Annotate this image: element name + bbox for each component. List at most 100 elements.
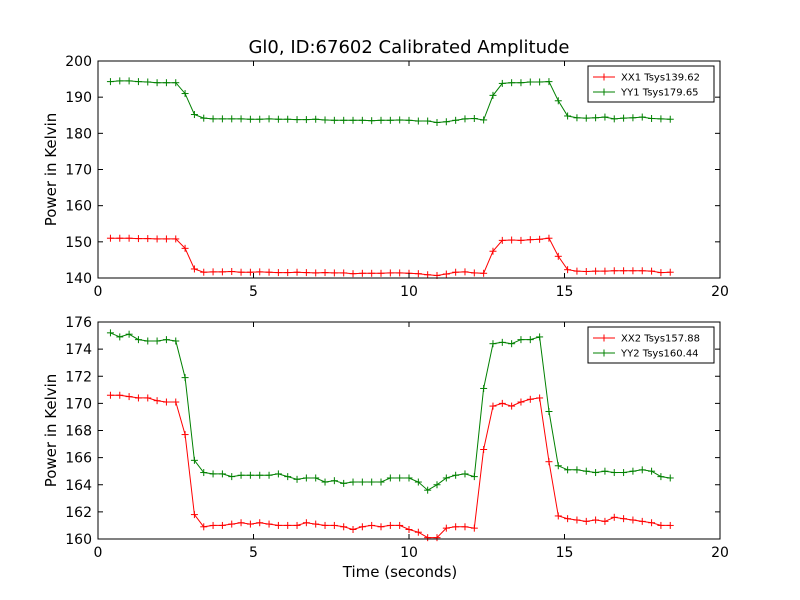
bottom-legend: XX2 Tsys157.88 YY2 Tsys160.44 — [587, 326, 715, 364]
top-series-1-point — [629, 114, 637, 122]
bottom-series-1-point — [340, 479, 348, 487]
top-series-1-point — [228, 115, 236, 123]
bottom-series-1-point — [461, 470, 469, 478]
bottom-series-1-point — [526, 336, 534, 344]
top-series-1-point — [461, 115, 469, 123]
bottom-series-1-point — [162, 336, 170, 344]
bottom-y-tick-label: 170 — [65, 396, 92, 412]
bottom-series-1-point — [545, 408, 553, 416]
top-series-0-point — [610, 267, 618, 275]
top-series-1-point — [386, 116, 394, 124]
top-series-0-point — [237, 268, 245, 276]
top-x-tick-label: 10 — [400, 284, 418, 300]
top-series-1-point — [582, 114, 590, 122]
top-series-1-point — [498, 79, 506, 87]
bottom-legend-label-1: YY2 Tsys160.44 — [620, 349, 699, 360]
top-series-1-point — [526, 78, 534, 86]
top-series-0-point — [106, 234, 114, 242]
bottom-series-1-point — [153, 337, 161, 345]
top-x-tick-label: 20 — [711, 284, 729, 300]
top-series-1-point — [125, 77, 133, 85]
bottom-series-1-point — [274, 470, 282, 478]
top-series-1-point — [610, 115, 618, 123]
top-series-0-point — [330, 269, 338, 277]
bottom-series-1-point — [554, 462, 562, 470]
bottom-series-0-point — [209, 521, 217, 529]
bottom-y-tick-label: 172 — [65, 369, 92, 385]
top-series-1-point — [601, 113, 609, 121]
bottom-series-0-point — [480, 445, 488, 453]
top-series-1-point — [153, 79, 161, 87]
top-series-0-point — [209, 268, 217, 276]
top-series-0-point — [592, 267, 600, 275]
top-series-1-point — [564, 112, 572, 120]
top-series-1-point — [470, 115, 478, 123]
top-series-0-point — [284, 269, 292, 277]
bottom-series-1-point — [396, 474, 404, 482]
bottom-series-1-point — [284, 473, 292, 481]
top-series-0-point — [181, 244, 189, 252]
bottom-legend-box — [587, 326, 715, 364]
bottom-series-1-point — [405, 474, 413, 482]
top-series-0-point — [452, 268, 460, 276]
bottom-series-1-point — [200, 469, 208, 477]
bottom-series-0-point — [302, 519, 310, 527]
top-series-0-point — [480, 269, 488, 277]
top-y-tick-label: 160 — [65, 199, 92, 215]
bottom-series-0-point — [200, 523, 208, 531]
top-series-0-point — [386, 269, 394, 277]
bottom-series-0-point — [144, 394, 152, 402]
bottom-series-0-point — [265, 520, 273, 528]
bottom-series-0-point — [526, 395, 534, 403]
top-series-1-point — [666, 115, 674, 123]
bottom-series-0-point — [620, 515, 628, 523]
top-legend-item-1: YY1 Tsys179.65 — [593, 88, 699, 99]
top-series-0-point — [554, 252, 562, 260]
top-series-1-point — [424, 117, 432, 125]
bottom-series-0-point — [274, 521, 282, 529]
top-series-1-point — [508, 79, 516, 87]
bottom-y-tick-label: 162 — [65, 505, 92, 521]
bottom-series-1-point — [237, 471, 245, 479]
top-series-1-point — [340, 116, 348, 124]
bottom-legend-label-0: XX2 Tsys157.88 — [621, 334, 700, 345]
bottom-series-1-point — [424, 486, 432, 494]
top-series-1-point — [293, 116, 301, 124]
bottom-series-1-point — [657, 473, 665, 481]
top-series-0-point — [265, 268, 273, 276]
bottom-x-tick-label: 5 — [249, 545, 258, 561]
bottom-series-0-point — [237, 519, 245, 527]
bottom-x-tick-label: 10 — [400, 545, 418, 561]
bottom-series-0-point — [293, 521, 301, 529]
top-series-1-point — [200, 114, 208, 122]
bottom-y-axis-label: Power in Kelvin — [42, 374, 60, 488]
bottom-series-0-point — [181, 431, 189, 439]
bottom-series-0-point — [424, 534, 432, 542]
bottom-series-0-point — [657, 521, 665, 529]
bottom-x-tick-label: 20 — [711, 545, 729, 561]
top-series-0-point — [125, 234, 133, 242]
bottom-series-0-point — [368, 521, 376, 529]
top-series-1-point — [218, 115, 226, 123]
top-series-0-point — [536, 235, 544, 243]
top-series-1-point — [265, 115, 273, 123]
bottom-series-1-point — [582, 467, 590, 475]
top-x-tick-label: 0 — [94, 284, 103, 300]
bottom-legend-item-0: XX2 Tsys157.88 — [593, 334, 700, 345]
bottom-series-0-point — [461, 523, 469, 531]
top-series-0-point — [648, 267, 656, 275]
bottom-series-0-point — [396, 521, 404, 529]
top-series-1-point — [368, 117, 376, 125]
top-series-0-point — [162, 235, 170, 243]
bottom-series-1-point — [218, 470, 226, 478]
bottom-series-0-point — [545, 458, 553, 466]
bottom-series-0-point — [498, 399, 506, 407]
top-series-0-point — [116, 234, 124, 242]
bottom-series-0-point — [414, 528, 422, 536]
bottom-y-tick-label: 176 — [65, 315, 92, 331]
top-series-0-point — [134, 235, 142, 243]
bottom-series-1-point — [564, 466, 572, 474]
bottom-series-1-point — [592, 469, 600, 477]
bottom-series-0-point — [153, 397, 161, 405]
bottom-series-0-point — [162, 398, 170, 406]
